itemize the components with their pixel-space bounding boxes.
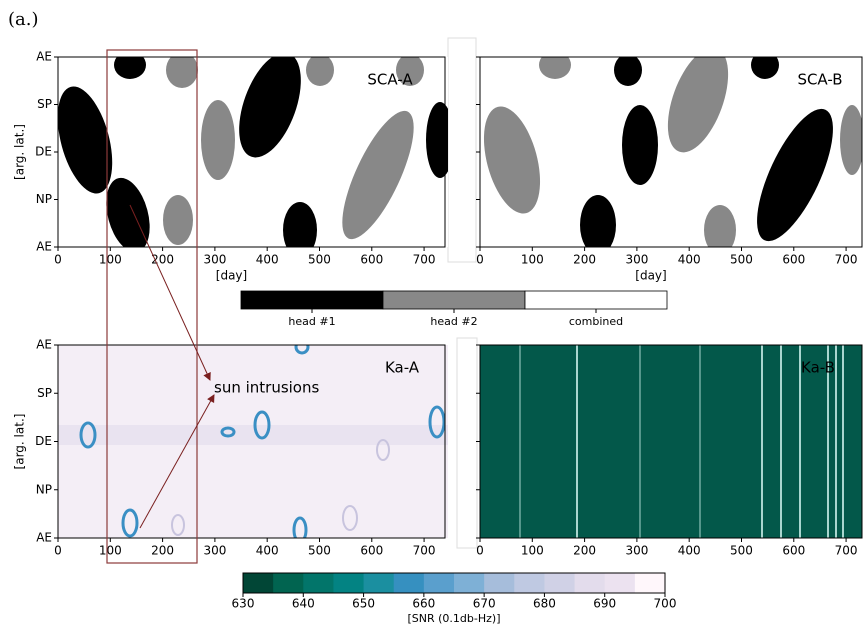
y-tick-label: AE [36,50,52,64]
y-tick-label: AE [36,338,52,352]
x-tick-label: 600 [360,544,383,558]
heatmap-image [480,57,862,247]
x-tick-label: 100 [99,253,122,267]
x-tick-label: 400 [256,253,279,267]
colorbar-step [243,573,274,593]
panel-title: SCA-A [367,71,413,89]
x-axis-label: [day] [216,269,247,283]
y-tick-label: NP [36,192,52,206]
y-tick-label: SP [37,386,52,400]
x-tick-label: 400 [678,544,701,558]
colorbar-tick-label: 670 [473,597,496,611]
panel-title: SCA-B [797,71,842,89]
arrow [139,394,215,529]
x-tick-label: 300 [203,544,226,558]
x-tick-label: 0 [476,253,484,267]
colorbar-tick-label: 630 [232,597,255,611]
x-axis-label: [day] [635,269,666,283]
x-tick-label: 400 [678,253,701,267]
colorbar-step [303,573,334,593]
x-tick-label: 700 [835,544,858,558]
x-tick-label: 200 [573,544,596,558]
colorbar-frame [242,572,666,594]
x-tick-label: 700 [413,544,436,558]
legend-swatch [524,290,668,310]
colorbar-step [634,573,666,593]
panel-title: Ka-B [801,359,835,377]
colorbar-step [514,573,545,593]
x-tick-label: 500 [308,544,331,558]
y-tick-label: DE [35,434,52,448]
x-tick-label: 400 [256,544,279,558]
x-tick-label: 600 [782,544,805,558]
colorbar-step [454,573,485,593]
heatmap-image [480,345,862,538]
x-tick-label: 100 [521,544,544,558]
panel-label: (a.) [8,9,39,30]
x-tick-label: 500 [308,253,331,267]
heatmap-image [58,345,448,538]
x-tick-label: 300 [203,253,226,267]
x-tick-label: 200 [573,253,596,267]
colorbar-tick-label: 680 [533,597,556,611]
y-axis-label: [arg. lat.] [13,414,27,470]
y-tick-label: DE [35,145,52,159]
x-tick-label: 300 [625,253,648,267]
colorbar-step [574,573,606,593]
x-tick-label: 0 [54,253,62,267]
x-tick-label: 700 [413,253,436,267]
colorbar-step [484,573,515,593]
x-tick-label: 200 [151,544,174,558]
colorbar-tick-label: 650 [352,597,375,611]
x-tick-label: 500 [730,544,753,558]
x-tick-label: 0 [54,544,62,558]
legend-label: head #1 [288,315,335,328]
legend-label: head #2 [430,315,477,328]
x-tick-label: 100 [521,253,544,267]
x-tick-label: 0 [476,544,484,558]
legend-swatch [240,290,384,310]
annotation: sun intrusions [214,379,319,397]
x-tick-label: 600 [782,253,805,267]
colorbar-step [363,573,395,593]
colorbar-step [544,573,576,593]
x-tick-label: 100 [99,544,122,558]
y-tick-label: SP [37,97,52,111]
colorbar-step [604,573,636,593]
y-axis-label: [arg. lat.] [13,124,27,180]
x-tick-label: 600 [360,253,383,267]
panel-title: Ka-A [385,359,420,377]
y-tick-label: NP [36,482,52,496]
colorbar-tick-label: 660 [412,597,435,611]
x-tick-label: 500 [730,253,753,267]
y-tick-label: AE [36,240,52,254]
colorbar-step [333,573,365,593]
x-tick-label: 300 [625,544,648,558]
y-tick-label: AE [36,531,52,545]
colorbar-step [393,573,425,593]
colorbar-label: [SNR (0.1db-Hz)] [408,612,501,625]
spacer [447,37,477,263]
spacer [456,337,478,549]
colorbar-step [423,573,455,593]
legend-swatch [382,290,526,310]
colorbar-step [273,573,304,593]
x-tick-label: 700 [835,253,858,267]
legend-label: combined [569,315,623,328]
highlight-box [106,49,198,564]
heatmap-image [58,57,448,247]
colorbar-tick-label: 640 [292,597,315,611]
colorbar-tick-label: 690 [593,597,616,611]
arrow [129,204,211,381]
colorbar-tick-label: 700 [654,597,677,611]
